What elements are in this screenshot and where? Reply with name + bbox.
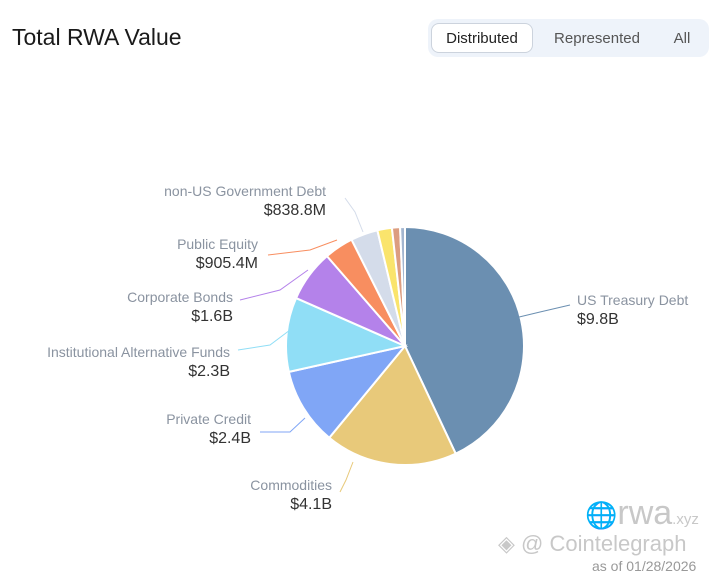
pie-slice-commodities[interactable] xyxy=(327,344,458,466)
label-institutional: Institutional Alternative Funds $2.3B xyxy=(47,344,230,380)
pie-slice-institutional-alternative-funds[interactable] xyxy=(285,296,409,374)
tab-distributed[interactable]: Distributed xyxy=(431,23,533,53)
label-public-equity: Public Equity $905.4M xyxy=(177,236,258,272)
label-commodities: Commodities $4.1B xyxy=(250,477,332,513)
leader-nonus xyxy=(344,197,364,233)
leader-corporate-bonds xyxy=(239,269,309,301)
label-corporate-bonds: Corporate Bonds $1.6B xyxy=(127,289,233,325)
leader-public-equity xyxy=(267,239,338,256)
leader-institutional xyxy=(237,329,291,351)
page-title: Total RWA Value xyxy=(12,24,182,50)
tab-all[interactable]: All xyxy=(660,23,704,53)
pie-slice-private-credit[interactable] xyxy=(287,344,408,440)
logo-icon: ◈ xyxy=(498,531,522,556)
label-nonus-gov-debt: non-US Government Debt $838.8M xyxy=(164,183,326,219)
pie-slice-us-treasury-debt[interactable] xyxy=(404,225,525,455)
globe-icon: 🌐 xyxy=(585,500,618,530)
rwa-watermark: 🌐rwa.xyz xyxy=(585,494,699,532)
leader-us-treasury xyxy=(514,304,571,319)
pie-slice-other-9[interactable] xyxy=(399,225,406,347)
leader-commodities xyxy=(339,461,354,493)
label-us-treasury: US Treasury Debt $9.8B xyxy=(577,292,689,328)
as-of-date: as of 01/28/2026 xyxy=(592,558,697,574)
label-private-credit: Private Credit $2.4B xyxy=(166,411,251,447)
cointelegraph-watermark: ◈ @ Cointelegraph xyxy=(498,531,687,556)
leader-private-credit xyxy=(260,417,306,433)
view-toggle: Distributed Represented All xyxy=(428,19,709,57)
tab-represented[interactable]: Represented xyxy=(540,23,654,53)
